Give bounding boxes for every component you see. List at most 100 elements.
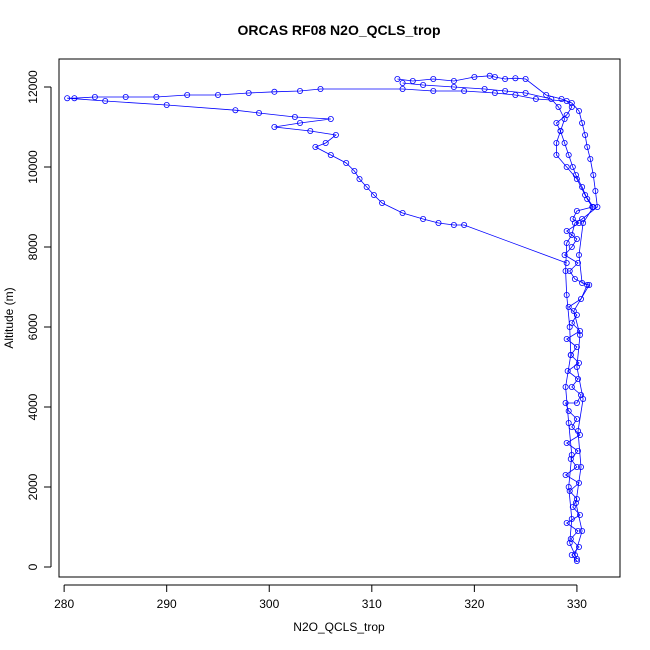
y-tick-label: 2000: [26, 473, 40, 500]
data-point: [561, 116, 568, 123]
data-point: [568, 552, 575, 559]
data-point: [584, 281, 591, 288]
data-point: [122, 94, 129, 101]
data-point: [327, 116, 334, 123]
data-point: [592, 187, 599, 194]
data-point: [566, 540, 573, 547]
data-point: [563, 239, 570, 246]
data-point: [576, 219, 583, 226]
data-point: [580, 219, 587, 226]
data-point: [332, 131, 339, 138]
data-point: [409, 78, 416, 85]
data-point: [317, 86, 324, 93]
y-tick-label: 4000: [26, 393, 40, 420]
data-point: [370, 191, 377, 198]
data-point: [399, 86, 406, 93]
data-point: [571, 552, 578, 559]
data-point: [579, 528, 586, 535]
data-point: [245, 90, 252, 97]
data-point: [296, 120, 303, 127]
data-point: [575, 259, 582, 266]
data-point: [553, 151, 560, 158]
data-point: [594, 203, 601, 210]
data-point: [450, 84, 457, 91]
data-point: [430, 76, 437, 83]
data-point: [522, 90, 529, 97]
data-point: [394, 76, 401, 83]
data-point: [568, 516, 575, 523]
data-point: [579, 120, 586, 127]
data-point: [481, 86, 488, 93]
x-tick-label: 290: [157, 597, 177, 611]
data-point: [586, 281, 593, 288]
data-point: [576, 544, 583, 551]
data-point: [584, 143, 591, 150]
data-point: [461, 88, 468, 95]
data-point: [461, 221, 468, 228]
data-point: [471, 74, 478, 81]
data-point: [184, 92, 191, 99]
chart-title: ORCAS RF08 N2O_QCLS_trop: [237, 22, 440, 38]
data-point: [271, 88, 278, 95]
data-point: [573, 175, 580, 182]
data-point: [573, 415, 580, 422]
data-point: [565, 419, 572, 426]
y-axis: 0 2000 4000 6000 8000 10000 12000: [26, 70, 52, 570]
data-point: [566, 267, 573, 274]
data-point: [562, 471, 569, 478]
data-point: [343, 159, 350, 166]
series-line: [67, 88, 593, 562]
data-point: [573, 463, 580, 470]
data-point: [563, 335, 570, 342]
data-point: [512, 75, 519, 82]
data-point: [563, 520, 570, 527]
x-tick-label: 280: [54, 597, 74, 611]
data-point: [568, 104, 575, 111]
data-point: [561, 139, 568, 146]
data-point: [502, 88, 509, 95]
data-point: [548, 96, 555, 103]
data-point: [214, 92, 221, 99]
data-point: [327, 151, 334, 158]
data-point: [563, 227, 570, 234]
data-point: [563, 163, 570, 170]
data-point: [563, 98, 570, 105]
data-point: [576, 479, 583, 486]
data-point: [579, 279, 586, 286]
data-point: [420, 215, 427, 222]
data-point: [568, 451, 575, 458]
data-point: [567, 455, 574, 462]
data-point: [580, 395, 587, 402]
data-point: [532, 96, 539, 103]
data-point: [351, 167, 358, 174]
data-point: [578, 295, 585, 302]
data-point: [567, 536, 574, 543]
y-tick-label: 10000: [26, 150, 40, 184]
data-point: [566, 487, 573, 494]
data-point: [561, 251, 568, 258]
data-point: [575, 528, 582, 535]
data-point: [291, 114, 298, 121]
data-point: [450, 78, 457, 85]
y-tick-label: 6000: [26, 313, 40, 340]
x-tick-label: 300: [259, 597, 279, 611]
data-point: [435, 219, 442, 226]
data-point: [420, 82, 427, 89]
data-point: [576, 108, 583, 115]
data-point: [579, 215, 586, 222]
data-point: [575, 375, 582, 382]
data-point: [571, 219, 578, 226]
x-tick-label: 330: [567, 597, 587, 611]
data-point: [557, 127, 564, 134]
data-point: [307, 127, 314, 134]
data-point: [558, 96, 565, 103]
y-tick-label: 0: [26, 563, 40, 570]
data-point: [522, 76, 529, 83]
data-point: [568, 100, 575, 107]
data-point: [587, 155, 594, 162]
data-point: [579, 183, 586, 190]
data-point: [573, 558, 580, 565]
y-tick-label: 12000: [26, 70, 40, 104]
data-point: [567, 351, 574, 358]
data-point: [577, 327, 584, 334]
